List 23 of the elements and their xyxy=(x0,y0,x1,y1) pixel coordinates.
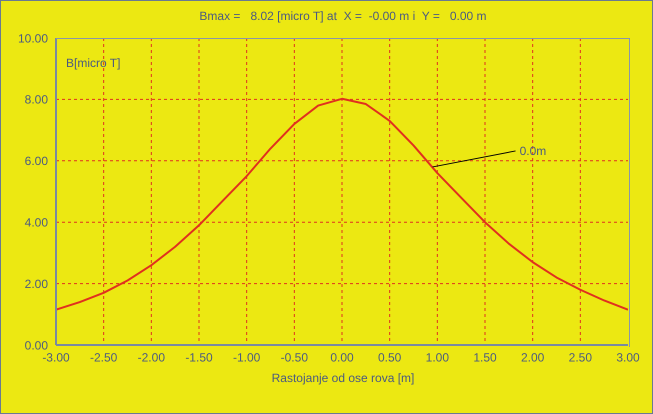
y-tick-label: 0.00 xyxy=(24,338,48,352)
x-tick-label: -0.50 xyxy=(280,350,308,365)
x-tick-label: 0.50 xyxy=(378,350,402,365)
chart-title: Bmax = 8.02 [micro T] at X = -0.00 m i Y = 0.00 m xyxy=(198,9,488,23)
x-tick-label: -1.00 xyxy=(232,350,261,365)
x-tick-label: -1.50 xyxy=(185,350,213,365)
x-tick-label: 1.00 xyxy=(426,350,450,365)
x-tick-label: -2.00 xyxy=(138,350,166,365)
x-tick-label: 1.50 xyxy=(473,350,497,365)
x-tick-label: 0.00 xyxy=(330,350,354,365)
y-tick-label: 10.00 xyxy=(18,31,48,46)
x-tick-label: 2.50 xyxy=(568,350,592,365)
y-tick-label: 2.00 xyxy=(24,276,48,291)
x-axis-title: Rastojanje od ose rova [m] xyxy=(270,371,416,385)
y-tick-label: 6.00 xyxy=(24,154,48,168)
x-tick-label: -3.00 xyxy=(42,350,70,365)
x-tick-label: 3.00 xyxy=(616,350,640,365)
x-tick-label: 2.00 xyxy=(520,350,545,365)
annotation: 0.0m xyxy=(520,144,546,158)
y-axis-title: B[micro T] xyxy=(66,56,120,70)
x-tick-label: -2.50 xyxy=(90,350,118,365)
y-tick-label: 8.00 xyxy=(24,92,48,107)
y-tick-label: 4.00 xyxy=(24,215,48,230)
